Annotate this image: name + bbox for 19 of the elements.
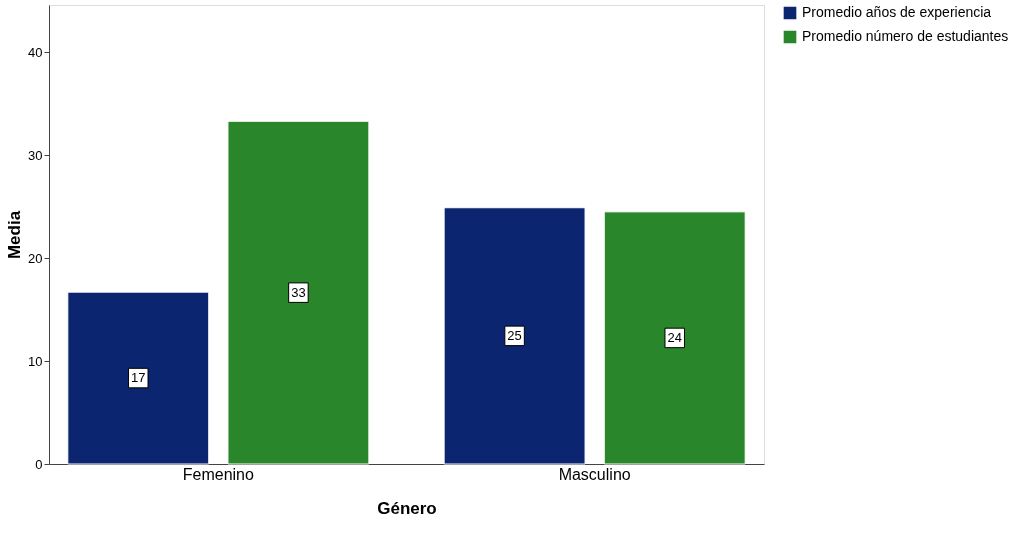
y-axis-title: Media	[5, 210, 25, 260]
bar	[67, 291, 210, 465]
y-tick-label: 30	[28, 147, 43, 163]
data-label: 17	[131, 370, 146, 386]
data-label: 25	[507, 327, 522, 343]
data-label: 33	[291, 284, 306, 300]
x-tick-label: Masculino	[558, 465, 631, 483]
x-axis-title: Género	[377, 498, 437, 518]
y-tick-label: 10	[28, 353, 43, 369]
y-tick-label: 0	[35, 456, 43, 472]
data-label: 24	[667, 329, 682, 345]
legend-label: Promedio número de estudiantes	[802, 28, 1009, 44]
bar	[443, 207, 586, 465]
legend-label: Promedio años de experiencia	[802, 4, 992, 20]
bar	[227, 120, 370, 465]
y-tick-label: 20	[28, 250, 43, 266]
x-tick-label: Femenino	[182, 465, 255, 483]
bar	[603, 211, 746, 465]
y-tick-label: 40	[28, 44, 43, 60]
